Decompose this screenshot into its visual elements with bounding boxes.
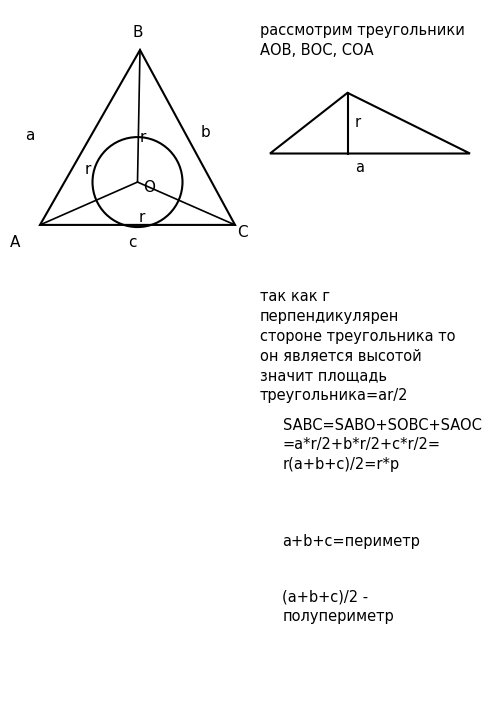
Text: r: r — [354, 115, 360, 131]
Text: a: a — [356, 160, 364, 176]
Text: B: B — [132, 24, 143, 40]
Text: рассмотрим треугольники
АОВ, ВОС, СОА: рассмотрим треугольники АОВ, ВОС, СОА — [260, 23, 465, 58]
Text: SABC=SABO+SOBC+SAOC
=a*r/2+b*r/2+c*r/2=
r(a+b+c)/2=r*p: SABC=SABO+SOBC+SAOC =a*r/2+b*r/2+c*r/2= … — [282, 418, 482, 472]
Text: O: O — [143, 179, 155, 195]
Text: r: r — [138, 210, 144, 226]
Text: C: C — [237, 224, 248, 240]
Text: b: b — [200, 124, 210, 140]
Text: c: c — [128, 235, 137, 251]
Text: (a+b+c)/2 -
полупериметр: (a+b+c)/2 - полупериметр — [282, 589, 394, 624]
Text: так как г
перпендикулярен
стороне треугольника то
он является высотой
значит пло: так как г перпендикулярен стороне треуго… — [260, 289, 456, 403]
Text: r: r — [140, 129, 145, 145]
Text: a: a — [26, 128, 35, 144]
Text: a+b+c=периметр: a+b+c=периметр — [282, 534, 420, 549]
Text: r: r — [84, 162, 90, 178]
Text: A: A — [10, 235, 20, 251]
